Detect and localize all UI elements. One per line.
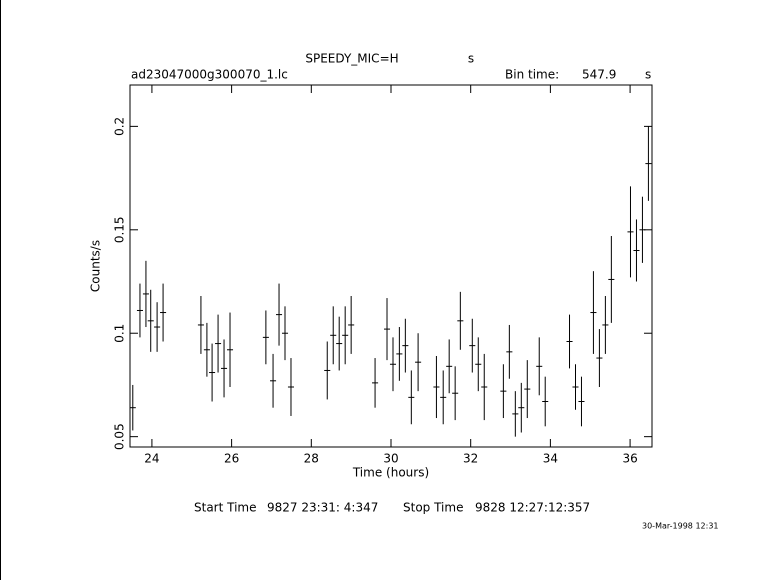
chart-title: SPEEDY_MIC=H (305, 52, 398, 66)
x-axis-label: Time (hours) (352, 466, 429, 480)
bin-time: 547.9 (582, 68, 616, 82)
x-tick-label: 34 (543, 452, 558, 466)
y-tick-label: 0.05 (113, 423, 127, 450)
y-tick-label: 0.2 (113, 117, 127, 136)
stop-time-label: Stop Time (403, 501, 463, 515)
y-axis-label: Counts/s (89, 240, 103, 292)
x-tick-label: 30 (383, 452, 398, 466)
title-unit: s (468, 52, 474, 66)
start-time: 9827 23:31: 4:347 (267, 501, 378, 515)
file-name: ad23047000g300070_1.lc (131, 68, 288, 82)
stop-time: 9828 12:27:12:357 (475, 501, 590, 515)
bin-time-unit: s (645, 68, 651, 82)
x-tick-label: 32 (463, 452, 478, 466)
x-tick-label: 28 (304, 452, 319, 466)
start-time-label: Start Time (194, 501, 257, 515)
x-tick-label: 26 (224, 452, 239, 466)
bin-time-label: Bin time: (505, 68, 559, 82)
date-stamp: 30-Mar-1998 12:31 (642, 522, 719, 531)
y-tick-label: 0.15 (113, 216, 127, 243)
y-tick-label: 0.1 (113, 324, 127, 343)
x-tick-label: 36 (622, 452, 637, 466)
x-tick-label: 24 (144, 452, 159, 466)
